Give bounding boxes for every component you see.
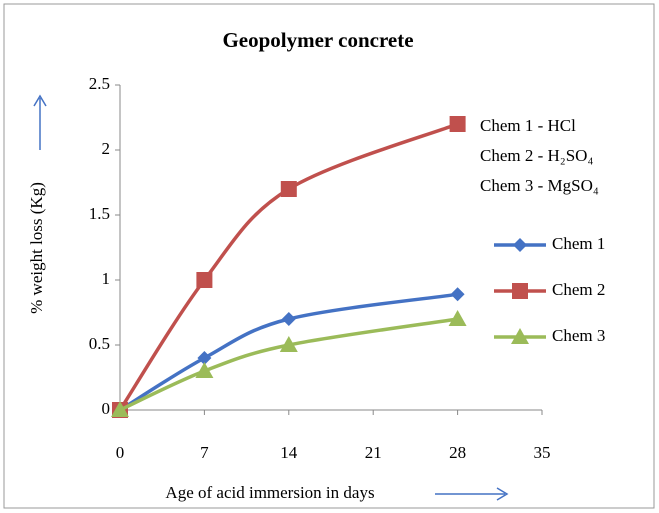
x-tick-label: 21 [365,443,382,462]
x-tick-label: 0 [116,443,125,462]
annotation: Chem 3 - MgSO₄ [480,176,599,195]
marker [513,238,527,252]
marker [111,401,129,417]
marker [511,328,529,344]
annotation: Chem 2 - H₂SO₄ [480,146,593,165]
y-axis-label: % weight loss (Kg) [27,182,46,314]
marker [448,310,467,326]
y-tick-label: 1.5 [89,204,110,223]
marker [281,312,296,326]
chart-title: Geopolymer concrete [222,28,413,52]
x-tick-label: 7 [200,443,209,462]
series-line [119,292,458,412]
marker [280,181,297,197]
marker [197,351,212,365]
y-tick-label: 2 [102,139,111,158]
x-tick-label: 28 [449,443,466,462]
y-arrow [33,94,47,150]
y-tick-label: 2.5 [89,74,110,93]
series-line [118,122,459,411]
series-line [119,317,458,412]
marker [512,283,528,299]
annotation: Chem 1 - HCl [480,116,576,135]
legend-label: Chem 1 [552,234,605,253]
x-tick-label: 14 [280,443,298,462]
y-tick-label: 0.5 [89,334,110,353]
y-tick-label: 0 [102,399,111,418]
x-tick-label: 35 [534,443,551,462]
x-axis-label: Age of acid immersion in days [165,483,374,502]
legend-label: Chem 2 [552,280,605,299]
legend-label: Chem 3 [552,326,605,345]
marker [196,272,213,288]
marker [449,116,466,132]
chart-border [3,3,655,509]
y-tick-label: 1 [102,269,111,288]
x-arrow [435,487,509,501]
marker [195,362,214,378]
marker [450,287,465,302]
marker [279,336,298,352]
